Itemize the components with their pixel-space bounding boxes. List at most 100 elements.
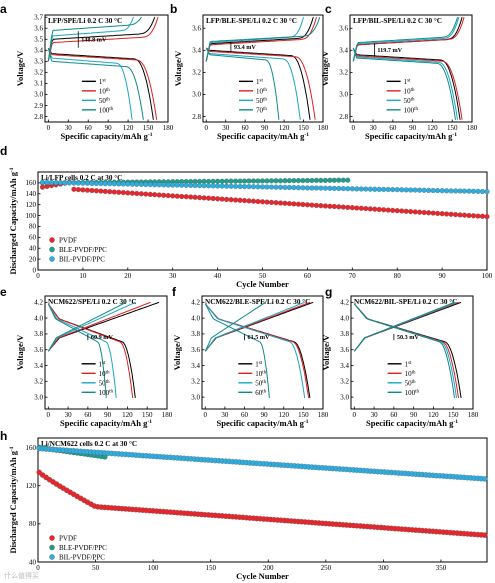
data-point-BLE-PVDF/PPC <box>264 178 270 184</box>
plot-frame <box>44 14 169 123</box>
y-tick-label: 3.8 <box>340 330 349 338</box>
data-point-BIL-PVDF/PPC <box>71 180 77 186</box>
data-point-PVDF <box>138 191 144 197</box>
x-tick-label: 0 <box>47 124 51 132</box>
y-tick-label: 40 <box>29 558 37 566</box>
legend-marker <box>49 554 55 560</box>
data-point-PVDF <box>277 200 284 206</box>
y-tick-label: 3.2 <box>191 378 200 386</box>
data-point-PVDF <box>291 201 297 207</box>
discharge-curve-60th <box>204 303 270 398</box>
y-tick-label: 3.8 <box>191 330 200 338</box>
data-point-PVDF <box>300 201 306 208</box>
legend-marker <box>49 535 55 541</box>
data-point-PVDF <box>453 212 459 218</box>
data-point-BIL-PVDF/PPC <box>408 187 414 193</box>
data-point-PVDF <box>448 211 454 217</box>
data-point-PVDF <box>327 203 333 209</box>
data-point-BIL-PVDF/PPC <box>417 187 423 193</box>
x-axis-label: Cycle Number <box>236 571 289 581</box>
plot-frame <box>201 295 324 410</box>
x-tick-label: 90 <box>261 411 269 419</box>
x-tick-label: 180 <box>318 124 329 132</box>
data-point-BIL-PVDF/PPC <box>295 185 301 191</box>
legend-label: PVDF <box>59 535 77 543</box>
data-point-BLE-PVDF/PPC <box>246 178 252 184</box>
x-tick-label: 100 <box>148 564 159 572</box>
data-point-PVDF <box>206 195 212 201</box>
x-tick-label: 90 <box>439 272 447 280</box>
data-point-BLE-PVDF/PPC <box>286 178 292 184</box>
y-tick-label: 120 <box>26 482 37 490</box>
discharge-curve-100th <box>47 47 144 120</box>
y-tick-label: 3.4 <box>339 47 348 55</box>
data-point-BIL-PVDF/PPC <box>66 180 72 186</box>
data-point-BLE-PVDF/PPC <box>345 177 351 183</box>
data-point-PVDF <box>107 189 113 195</box>
data-point-PVDF <box>120 190 126 196</box>
y-axis-label: Discharged Capacity/mAh g-1 <box>8 167 18 274</box>
x-tick-label: 90 <box>409 124 417 132</box>
data-point-BIL-PVDF/PPC <box>421 187 427 193</box>
data-point-PVDF <box>484 214 490 220</box>
legend-label: 10th <box>404 87 415 95</box>
data-point-BIL-PVDF/PPC <box>206 183 212 189</box>
data-point-BIL-PVDF/PPC <box>385 186 391 193</box>
y-tick-label: 3.6 <box>34 25 43 33</box>
x-tick-label: 90 <box>104 411 112 419</box>
chart-title: NCM622/BIL-SPE/Li 0.2 C 30 °C <box>354 298 457 306</box>
x-tick-label: 30 <box>169 272 177 280</box>
data-point-BIL-PVDF/PPC <box>89 180 95 186</box>
data-point-PVDF <box>183 194 189 200</box>
data-point-BLE-PVDF/PPC <box>336 177 342 183</box>
legend-label: 100th <box>405 389 420 397</box>
data-point-BIL-PVDF/PPC <box>461 188 468 194</box>
x-tick-label: 80 <box>394 272 402 280</box>
data-point-PVDF <box>197 195 203 201</box>
data-point-BIL-PVDF/PPC <box>48 179 55 186</box>
data-point-BIL-PVDF/PPC <box>102 181 108 187</box>
y-tick-label: 3.0 <box>339 91 348 99</box>
legend-marker <box>49 237 55 243</box>
data-point-BIL-PVDF/PPC <box>358 186 364 192</box>
data-point-PVDF <box>426 210 432 216</box>
data-point-BIL-PVDF/PPC <box>93 180 99 187</box>
data-point-BIL-PVDF/PPC <box>201 183 207 189</box>
data-point-PVDF <box>219 196 225 202</box>
legend-label: 1st <box>99 78 106 86</box>
data-point-BIL-PVDF/PPC <box>340 186 346 192</box>
data-point-BIL-PVDF/PPC <box>453 188 459 194</box>
discharge-curve-10th <box>47 303 134 398</box>
y-tick-label: 120 <box>26 201 37 209</box>
data-point-BIL-PVDF/PPC <box>403 187 409 193</box>
data-point-BLE-PVDF/PPC <box>255 178 261 184</box>
data-point-PVDF <box>457 212 463 218</box>
chart-title: LFP/BLE-SPE/Li 0.2 C 30 °C <box>206 17 297 25</box>
data-point-BIL-PVDF/PPC <box>277 184 284 190</box>
legend-label: 100th <box>99 106 114 114</box>
x-tick-label: 90 <box>105 124 113 132</box>
plot-frame <box>350 295 474 410</box>
data-point-PVDF <box>444 211 450 217</box>
data-point-BLE-PVDF/PPC <box>309 177 315 184</box>
discharge-curve-70th <box>205 47 280 120</box>
y-tick-label: 3.6 <box>191 346 200 354</box>
data-point-BIL-PVDF/PPC <box>156 182 162 188</box>
data-point-PVDF <box>394 208 400 214</box>
charge-curve-10th <box>47 301 151 352</box>
x-tick-label: 0 <box>204 411 208 419</box>
data-point-BLE-PVDF/PPC <box>331 177 337 183</box>
y-tick-label: 3.6 <box>339 25 348 33</box>
legend-marker <box>49 544 55 551</box>
x-tick-label: 90 <box>261 124 269 132</box>
data-point-BIL-PVDF/PPC <box>363 186 369 192</box>
data-point-BLE-PVDF/PPC <box>304 177 310 184</box>
legend-label: 10th <box>99 370 110 378</box>
x-tick-label: 180 <box>467 124 478 132</box>
data-point-BIL-PVDF/PPC <box>125 181 131 187</box>
x-tick-label: 60 <box>389 124 397 132</box>
discharge-curve-1st <box>352 47 461 120</box>
x-tick-label: 150 <box>143 124 154 132</box>
y-tick-label: 100 <box>26 212 37 220</box>
